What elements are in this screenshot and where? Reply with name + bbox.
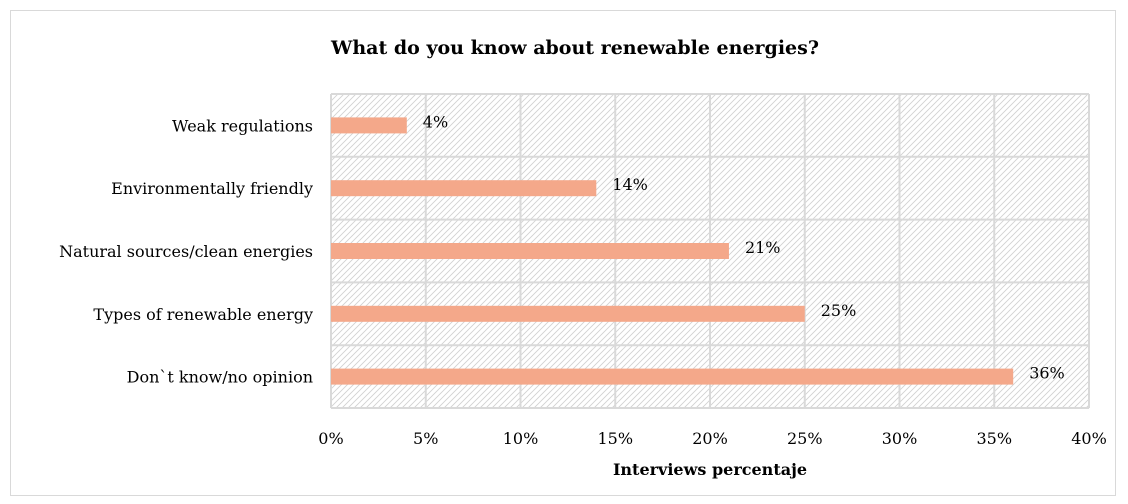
data-label: 4%	[423, 112, 448, 131]
bar	[331, 368, 1014, 385]
x-axis-title: Interviews percentaje	[613, 460, 807, 479]
data-label: 21%	[745, 238, 781, 257]
x-tick-label: 25%	[787, 429, 823, 448]
data-label: 25%	[821, 301, 857, 320]
category-label: Natural sources/clean energies	[59, 242, 313, 261]
chart-title: What do you know about renewable energie…	[330, 37, 819, 59]
x-tick-label: 30%	[882, 429, 918, 448]
bars	[331, 117, 1014, 385]
bar	[331, 243, 729, 259]
x-tick-label: 40%	[1071, 429, 1107, 448]
gridlines	[330, 93, 1090, 409]
category-label: Environmentally friendly	[111, 179, 313, 198]
category-label: Weak regulations	[172, 116, 313, 135]
x-tick-label: 20%	[692, 429, 728, 448]
data-label: 36%	[1029, 364, 1065, 383]
x-tick-label: 35%	[976, 429, 1012, 448]
data-label: 14%	[612, 175, 648, 194]
x-tick-label: 10%	[503, 429, 539, 448]
bar	[331, 180, 597, 197]
category-label: Types of renewable energy	[93, 305, 313, 324]
category-label: Don`t know/no opinion	[127, 368, 313, 387]
bar	[331, 117, 407, 134]
bar	[331, 305, 805, 322]
x-tick-label: 15%	[597, 429, 633, 448]
x-tick-label: 5%	[413, 429, 438, 448]
labels: 0% 5% 10% 15% 20% 25% 30% 35% 40% Weak regulation…	[59, 112, 1107, 448]
x-tick-label: 0%	[318, 429, 343, 448]
